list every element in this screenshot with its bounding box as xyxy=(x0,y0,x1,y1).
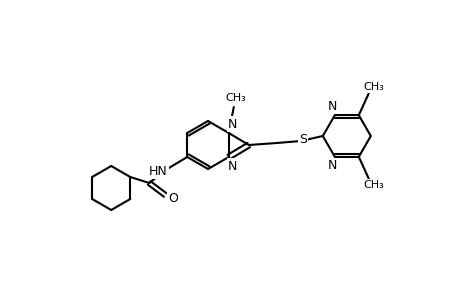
Text: CH₃: CH₃ xyxy=(363,82,383,92)
Text: HN: HN xyxy=(149,164,167,178)
Text: N: N xyxy=(228,160,237,172)
Text: CH₃: CH₃ xyxy=(225,93,246,103)
Text: O: O xyxy=(168,191,178,205)
Text: N: N xyxy=(327,159,337,172)
Text: CH₃: CH₃ xyxy=(363,180,383,190)
Text: S: S xyxy=(298,133,306,146)
Text: N: N xyxy=(228,118,237,130)
Text: N: N xyxy=(327,100,337,113)
